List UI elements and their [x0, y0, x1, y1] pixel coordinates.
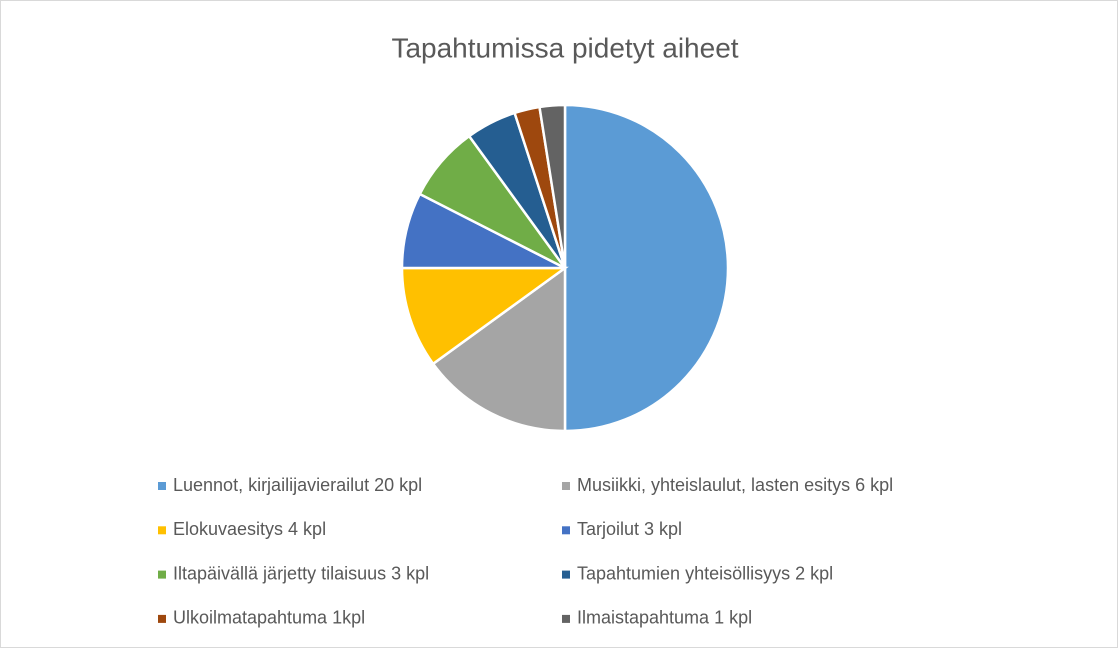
legend-swatch [158, 482, 166, 490]
pie-slice [538, 103, 567, 269]
pie-slice [400, 266, 569, 366]
legend-label: Ulkoilmatapahtuma 1kpl [173, 608, 365, 628]
legend-swatch [562, 570, 570, 579]
pie-slice [563, 103, 730, 433]
legend-label: Iltapäivällä järjetty tilaisuus 3 kpl [173, 563, 429, 583]
legend-label: Luennot, kirjailijavierailut 20 kpl [173, 475, 422, 495]
legend-swatch [562, 482, 570, 490]
legend-label: Tapahtumien yhteisöllisyys 2 kpl [577, 563, 833, 583]
chart-title: Tapahtumissa pidetyt aiheet [391, 32, 738, 63]
legend-swatch [562, 614, 570, 623]
legend-label: Elokuvaesitys 4 kpl [173, 519, 326, 539]
legend-swatch [158, 570, 166, 579]
legend-label: Musiikki, yhteislaulut, lasten esitys 6 … [577, 475, 893, 495]
legend-label: Tarjoilut 3 kpl [577, 519, 682, 539]
legend-swatch [158, 526, 166, 535]
legend-swatch [158, 614, 166, 623]
legend-label: Ilmaistapahtuma 1 kpl [577, 608, 752, 628]
pie-slice [431, 265, 567, 433]
legend-swatch [562, 526, 570, 535]
